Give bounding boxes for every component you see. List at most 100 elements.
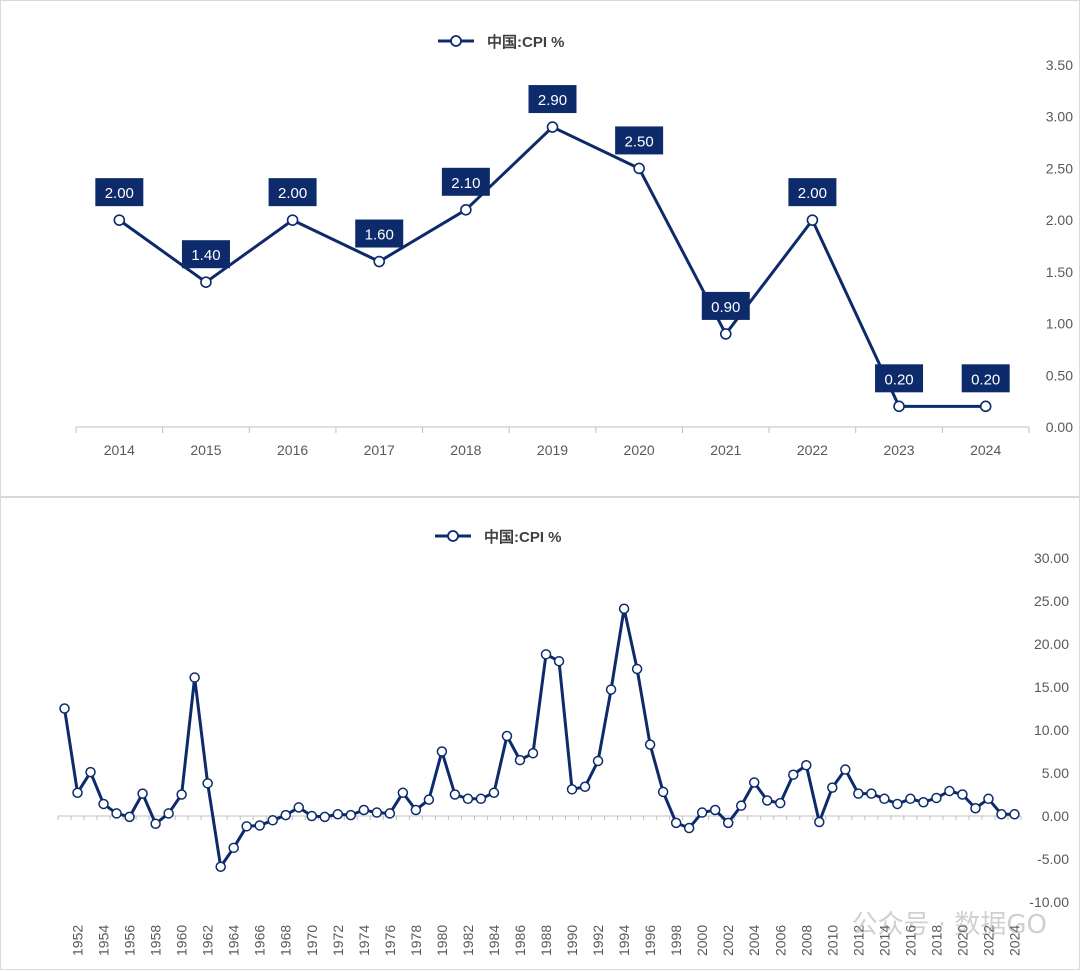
data-label-box (615, 126, 664, 155)
x-tick-label: 2010 (824, 925, 840, 956)
data-point (748, 777, 760, 788)
data-point (944, 785, 955, 797)
data-point (280, 809, 291, 821)
x-tick-label: 2018 (928, 925, 944, 956)
data-point (436, 746, 448, 757)
data-point (306, 810, 318, 822)
x-tick-label: 1960 (174, 925, 190, 956)
y-tick-label: -5.00 (1037, 851, 1069, 867)
data-point (761, 795, 773, 806)
y-tick-label: 0.50 (1046, 367, 1073, 383)
data-point (241, 821, 252, 832)
data-label-box (355, 219, 404, 248)
data-point (566, 784, 578, 795)
legend-label: 中国:CPI % (487, 33, 565, 51)
y-tick-label: -10.00 (1029, 894, 1069, 910)
data-point (683, 822, 695, 834)
data-point (371, 807, 383, 818)
data-point (85, 766, 96, 778)
x-tick-label: 2021 (710, 442, 741, 458)
x-tick-label: 2022 (797, 442, 828, 458)
data-label-box (268, 178, 317, 207)
data-point (827, 782, 838, 793)
data-point (200, 276, 212, 289)
x-tick-label: 2017 (364, 442, 395, 458)
legend-marker (447, 530, 459, 542)
y-tick-label: 0.00 (1046, 419, 1073, 435)
x-tick-label: 1992 (590, 925, 606, 956)
data-label-box (181, 240, 230, 269)
data-point (423, 794, 435, 805)
cpi-chart-2014-2024: 中国:CPI % 2014 2015 2016 2017 2018 2019 2020 2021… (75, 33, 1073, 458)
data-point (546, 121, 559, 133)
y-tick-label: 2.50 (1046, 160, 1073, 176)
data-label: 0.20 (971, 371, 1000, 388)
data-point (957, 789, 968, 800)
x-tick-label: 1984 (486, 925, 502, 956)
data-label-box (961, 364, 1010, 393)
x-tick-label: 2023 (883, 442, 914, 458)
data-point (1009, 809, 1020, 820)
x-tick-label: 1974 (356, 925, 372, 956)
x-tick-label: 2015 (190, 442, 221, 458)
data-point (814, 816, 825, 828)
data-label: 2.50 (625, 133, 654, 150)
x-tick-label: 1970 (304, 925, 320, 956)
x-tick-label: 2020 (954, 925, 970, 956)
data-point (905, 793, 916, 805)
data-point (449, 789, 461, 800)
x-tick-label: 1998 (668, 925, 684, 956)
data-label: 0.20 (884, 371, 913, 388)
y-tick-label: 10.00 (1034, 722, 1069, 738)
data-point (176, 789, 187, 800)
x-tick-label: 1952 (70, 925, 86, 956)
x-tick-label: 1994 (616, 925, 632, 956)
data-point (709, 804, 721, 816)
data-point (358, 804, 370, 816)
watermark: 公众号 · 数据GO (851, 910, 1047, 940)
data-point (462, 793, 474, 805)
data-point (722, 817, 734, 829)
data-point (384, 808, 396, 819)
data-point (488, 787, 500, 799)
x-tick-label: 2016 (277, 442, 308, 458)
series-line-cpi (63, 607, 1015, 869)
data-point (345, 809, 357, 821)
y-tick-label: 5.00 (1042, 765, 1069, 781)
data-point (124, 811, 135, 823)
x-tick-label: 1978 (408, 925, 424, 956)
x-tick-label: 2019 (537, 442, 568, 458)
data-point (137, 788, 148, 799)
data-point (970, 803, 981, 814)
x-tick-label: 1956 (122, 925, 138, 956)
legend-marker (450, 35, 462, 47)
x-tick-label: 2004 (746, 925, 762, 956)
series-line-cpi (118, 125, 986, 408)
y-tick-label: 1.00 (1046, 316, 1073, 332)
x-tick-label: 2018 (450, 442, 481, 458)
data-label-box (788, 178, 837, 207)
data-label: 0.90 (711, 299, 740, 316)
data-point (397, 787, 409, 799)
data-point (228, 842, 239, 854)
data-label: 2.00 (105, 185, 134, 202)
data-point (286, 214, 299, 226)
x-tick-label: 1958 (148, 925, 164, 956)
data-point (633, 162, 645, 175)
data-point (460, 204, 472, 216)
data-point (215, 861, 226, 872)
x-tick-label: 2022 (980, 925, 996, 956)
x-tick-label: 2024 (970, 442, 1001, 458)
x-tick-label: 1976 (382, 925, 398, 956)
x-tick-label: 1980 (434, 925, 450, 956)
data-label: 2.10 (451, 175, 480, 192)
cpi-chart-1951-2024: 中国:CPI % 1952 1954 1956 1958 1960 1962 1964 1966… (57, 528, 1069, 956)
x-tick-label: 2014 (876, 925, 892, 956)
x-tick-label: 1962 (200, 925, 216, 956)
x-tick-label: 2020 (624, 442, 655, 458)
data-point (788, 769, 799, 780)
data-label: 2.90 (538, 92, 567, 109)
data-point (553, 655, 565, 667)
data-point (527, 747, 539, 759)
data-point (579, 781, 591, 793)
